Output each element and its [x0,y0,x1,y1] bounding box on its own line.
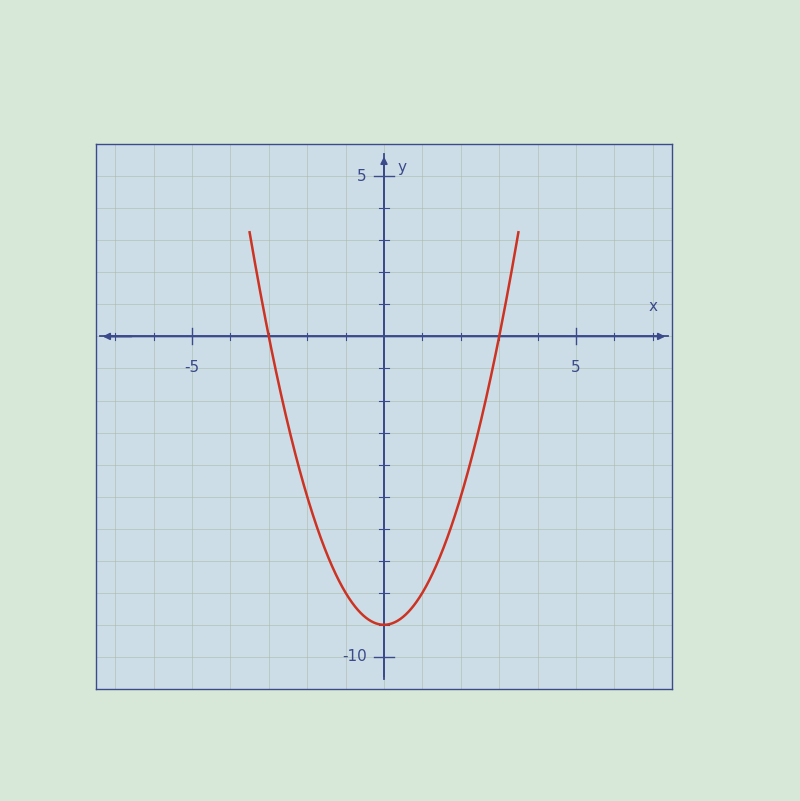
Text: -10: -10 [342,650,366,664]
Text: x: x [648,299,658,314]
Text: 5: 5 [357,169,366,183]
Text: 5: 5 [571,360,581,376]
Text: y: y [398,160,406,175]
Text: -5: -5 [185,360,199,376]
